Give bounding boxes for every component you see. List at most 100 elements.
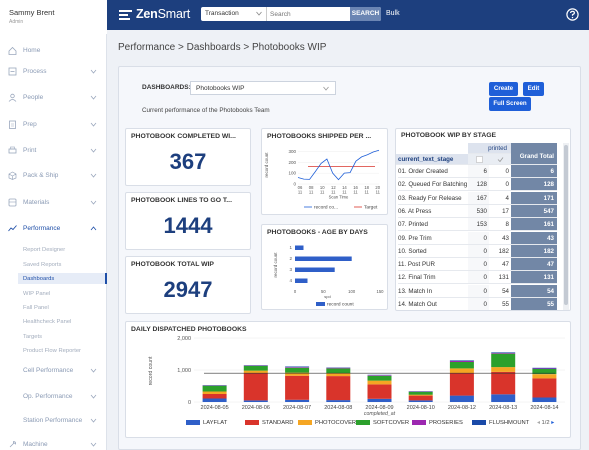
bar-segment <box>408 395 433 401</box>
bar-segment <box>491 353 516 368</box>
sidebar-item-process[interactable]: Process <box>0 63 107 79</box>
chevron-down-icon <box>90 122 97 127</box>
sidebar-subitem-dashboards[interactable]: Dashboards <box>18 273 107 284</box>
value-cell: 47 <box>489 258 511 272</box>
legend-entry[interactable]: STANDARD <box>245 420 293 426</box>
y-tick-label: 2 <box>289 256 292 261</box>
x-tick-label: 14 <box>342 185 347 190</box>
search-button[interactable]: SEARCH <box>350 7 381 21</box>
bar-segment <box>243 373 268 401</box>
total-cell: 128 <box>511 178 557 192</box>
pivot-scroll-thumb[interactable] <box>564 145 568 305</box>
pager-next-icon[interactable]: ▸ <box>551 420 555 426</box>
machine-icon <box>9 440 16 447</box>
bulk-link[interactable]: Bulk <box>386 10 400 17</box>
bar <box>295 278 308 283</box>
pivot-col-group: printed <box>468 143 511 154</box>
total-cell: 161 <box>511 218 557 232</box>
table-row: 01. Order Created 6 0 6 <box>396 165 571 178</box>
process-icon <box>8 67 17 75</box>
value-cell: 530 <box>468 204 489 218</box>
legend-entry[interactable]: PROSERIES <box>412 420 463 426</box>
sidebar-item-performance[interactable]: Performance <box>0 220 107 236</box>
sidebar-item-label: Prep <box>23 120 37 128</box>
help-icon[interactable] <box>566 8 579 21</box>
pager-prev-icon[interactable]: ◂ <box>537 420 540 426</box>
checkmark-icon[interactable] <box>497 156 504 163</box>
bar <box>295 256 352 261</box>
sidebar-subitem-targets[interactable]: Targets <box>23 333 43 340</box>
y-tick-label: 2,000 <box>177 336 191 342</box>
y-axis-label: record count <box>264 152 269 178</box>
value-cell: 4 <box>489 192 511 205</box>
user-profile[interactable]: Sammy Brent Admin <box>0 0 107 34</box>
sidebar-item-label: Station Performance <box>23 416 83 424</box>
sidebar-item-print[interactable]: Print <box>0 142 107 158</box>
stage-cell: 12. Final Trim <box>398 271 468 285</box>
edit-button[interactable]: Edit <box>523 82 544 96</box>
sidebar-item-home[interactable]: Home <box>0 42 107 58</box>
sidebar-subitem-report-designer[interactable]: Report Designer <box>23 246 66 253</box>
sidebar-item-station-performance[interactable]: Station Performance <box>0 412 107 428</box>
legend-pager[interactable]: ◂ 1/2 ▸ <box>537 420 555 426</box>
create-button[interactable]: Create <box>489 82 518 96</box>
legend-swatch <box>472 420 486 425</box>
bar-segment <box>367 384 392 399</box>
value-cell: 0 <box>468 258 489 272</box>
legend-entry[interactable]: SOFTCOVER <box>356 420 409 426</box>
value-cell: 0 <box>468 298 489 310</box>
shipped-line-chart: record count3002001000061108111011121114… <box>264 149 381 211</box>
checkbox-icon[interactable] <box>476 156 483 163</box>
y-tick-label: 1 <box>289 245 292 250</box>
sidebar-item-label: Pack & Ship <box>23 171 59 179</box>
sidebar-item-machine[interactable]: Machine <box>0 436 107 450</box>
app-logo[interactable]: ZenSmart <box>136 7 190 21</box>
y-tick-label: 100 <box>288 171 296 176</box>
total-cell: 182 <box>511 244 557 258</box>
x-axis-label: completed_at <box>364 411 396 417</box>
sidebar-item-prep[interactable]: Prep <box>0 116 107 132</box>
legend-entry[interactable]: PHOTOCOVER <box>298 420 356 426</box>
sidebar-item-materials[interactable]: Materials <box>0 194 107 210</box>
user-name: Sammy Brent <box>9 8 55 17</box>
chevron-down-icon <box>90 173 97 178</box>
sidebar-subitem-product-flow-reporter[interactable]: Product Flow Reporter <box>23 347 81 354</box>
sidebar-subitem-saved-reports[interactable]: Saved Reports <box>23 261 62 268</box>
people-icon <box>8 93 17 102</box>
value-cell: 0 <box>489 178 511 192</box>
sidebar-subitem-wip-panel[interactable]: WIP Panel <box>23 290 51 297</box>
sidebar-item-op-performance[interactable]: Op. Performance <box>0 388 107 404</box>
kpi-card-completed: PHOTOBOOK COMPLETED WI... 367 <box>125 128 251 186</box>
chevron-down-icon <box>90 148 97 153</box>
x-tick-label: 2024-08-08 <box>324 405 352 411</box>
bar-segment <box>367 398 392 402</box>
bar-segment <box>532 368 557 369</box>
menu-icon[interactable] <box>119 10 132 20</box>
bar-segment <box>285 375 310 400</box>
x-tick-label-2: 11 <box>320 190 325 195</box>
sidebar-item-cell-performance[interactable]: Cell Performance <box>0 362 107 378</box>
sidebar-item-pack-ship[interactable]: Pack & Ship <box>0 167 107 183</box>
value-cell: 54 <box>489 285 511 298</box>
dashboard-select[interactable]: Photobooks WIP <box>190 81 336 95</box>
x-axis-label: Scan Time <box>329 195 349 200</box>
x-tick-label: 2024-08-12 <box>448 405 476 411</box>
table-row: 07. Printed 153 8 161 <box>396 218 571 232</box>
sidebar-item-people[interactable]: People <box>0 89 107 105</box>
legend-label: PHOTOCOVER <box>315 420 357 427</box>
search-type-select[interactable]: Transaction <box>201 7 267 21</box>
table-row: 11. Post PUR 0 47 47 <box>396 258 571 272</box>
full-screen-button[interactable]: Full Screen <box>489 97 531 111</box>
sidebar-subitem-healthcheck-panel[interactable]: Healthcheck Panel <box>23 318 72 325</box>
y-tick-label: 4 <box>289 278 292 283</box>
bar-segment <box>491 394 516 402</box>
table-row: 03. Ready For Release 167 4 171 <box>396 191 571 205</box>
legend-entry[interactable]: FLUSHMOUNT <box>472 420 529 426</box>
kpi-title: PHOTOBOOK LINES TO GO T... <box>131 197 232 204</box>
dashboard-description: Current performance of the Photobooks Te… <box>142 107 270 114</box>
bar-segment <box>408 394 433 396</box>
y-axis-label: record count <box>273 252 278 278</box>
bar-segment <box>532 367 557 369</box>
legend-entry[interactable]: LAYFLAT <box>186 420 227 426</box>
sidebar-subitem-fall-panel[interactable]: Fall Panel <box>23 304 49 311</box>
